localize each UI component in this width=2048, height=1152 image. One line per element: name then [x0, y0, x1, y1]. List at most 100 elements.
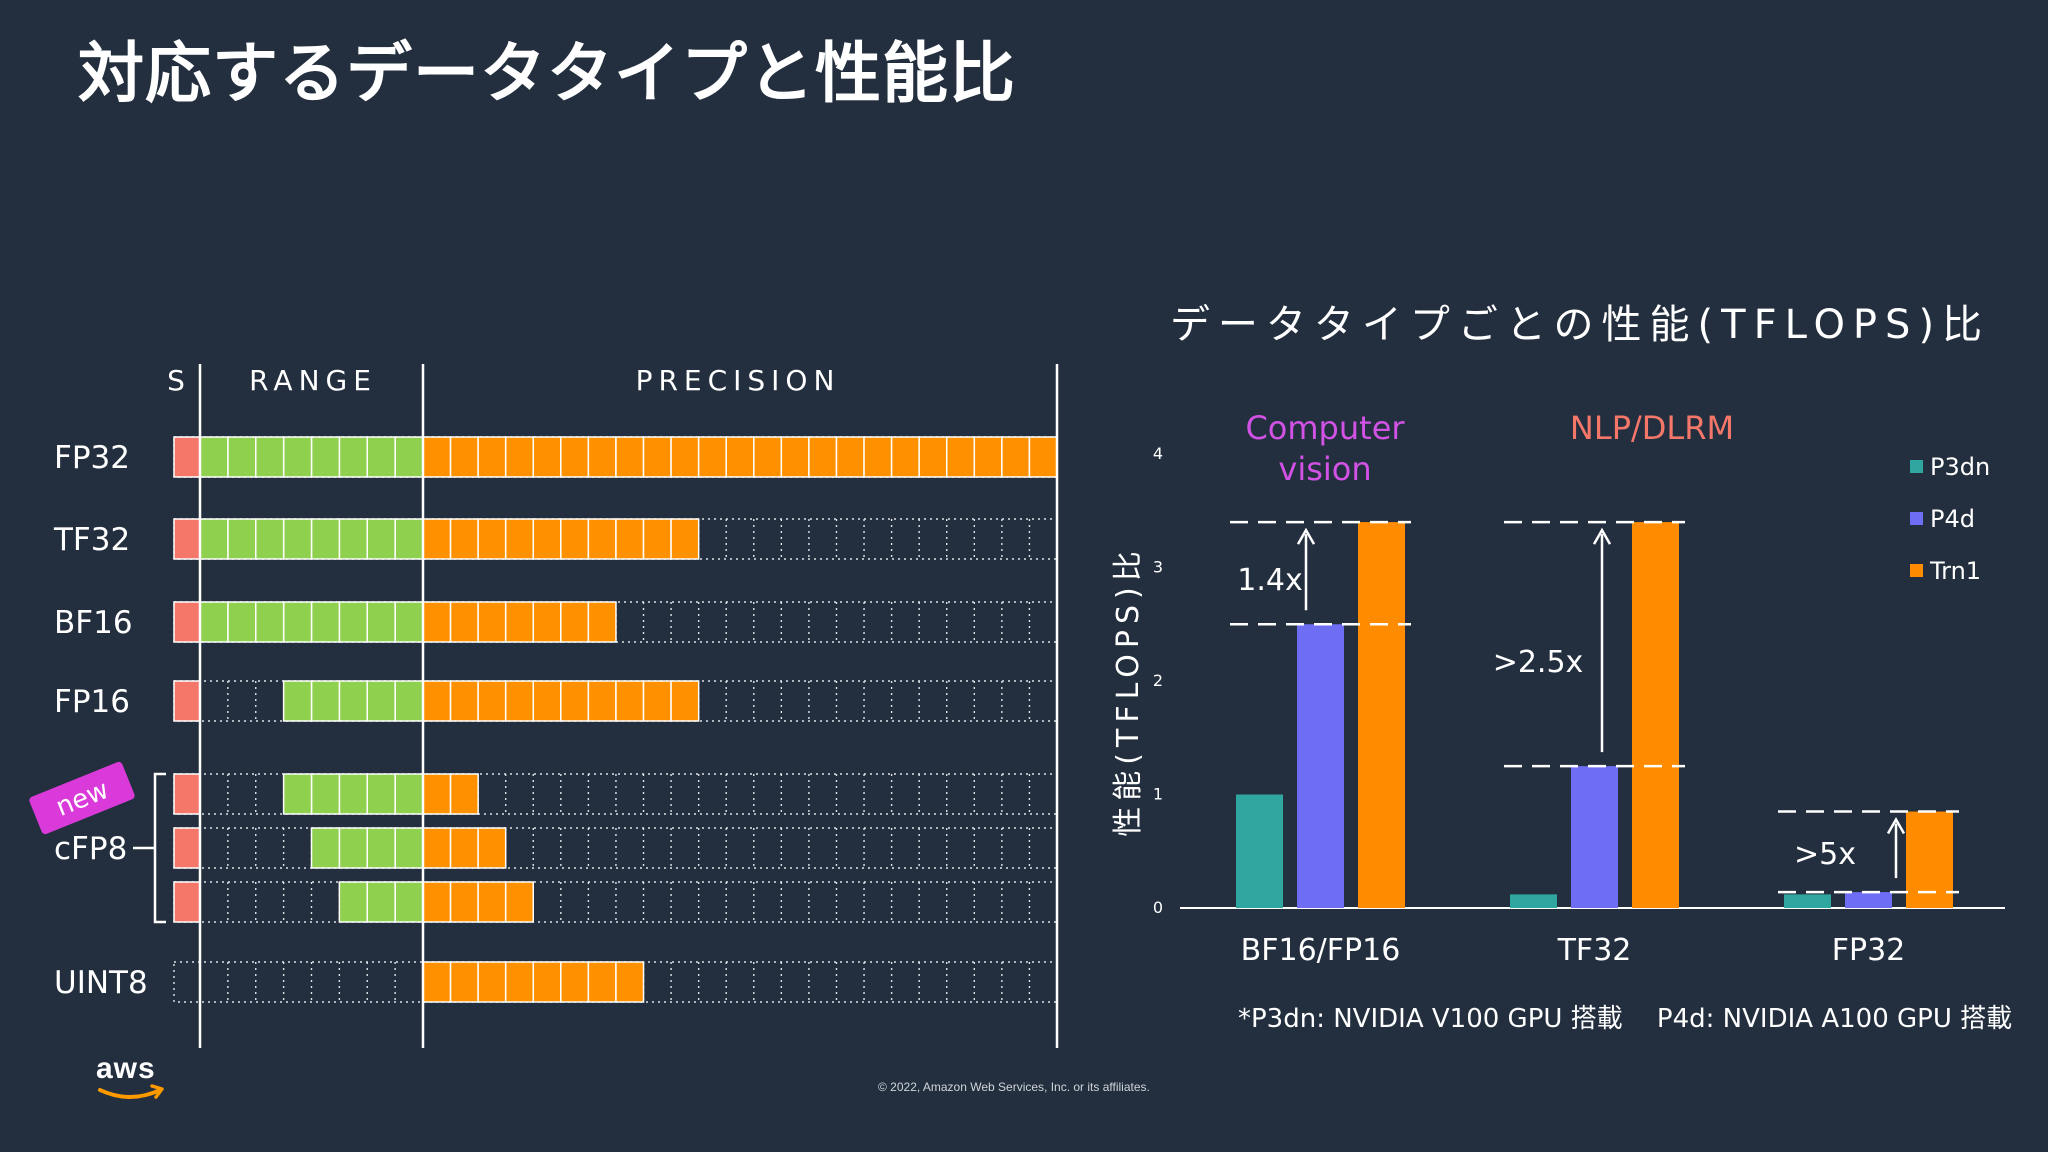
sign-bit: [173, 773, 201, 815]
bar-p3dn-2: [1784, 894, 1831, 908]
exponent-bit: [366, 773, 396, 815]
mantissa-bit: [587, 518, 617, 560]
x-tick-label: BF16/FP16: [1241, 933, 1401, 968]
mantissa-bit: [560, 680, 590, 722]
aws-logo: aws: [96, 1052, 166, 1108]
aws-logo-text: aws: [96, 1052, 156, 1085]
mantissa-bit: [642, 518, 672, 560]
data-type-bit-layout-diagram: S RANGE PRECISION FP32 TF32 BF16 FP16 cFP8 UINT8…: [29, 364, 1059, 1048]
increase-arrow-head: [1592, 527, 1612, 545]
mantissa-bit: [560, 961, 590, 1003]
header-precision: PRECISION: [636, 364, 841, 397]
sign-bit: [173, 436, 201, 478]
group-label-computer-vision: Computer: [1245, 409, 1405, 447]
sign-bit: [173, 601, 201, 643]
bar-trn1-2: [1906, 811, 1953, 908]
mantissa-bit: [477, 961, 507, 1003]
exponent-bit: [282, 680, 313, 722]
exponent-bit: [338, 827, 368, 869]
performance-bar-chart: データタイプごとの性能(TFLOPS)比性能(TFLOPS)比 0 1 2 3 4 BF16…: [1111, 302, 2005, 968]
mantissa-bit: [918, 436, 948, 478]
row-label-fp16: FP16: [54, 684, 130, 720]
legend-label-p4d: P4d: [1930, 505, 1975, 533]
ratio-annotation: 1.4x: [1237, 563, 1302, 598]
y-tick-label: 1: [1153, 785, 1163, 804]
sign-bit: [173, 680, 201, 722]
exponent-bit: [366, 601, 396, 643]
exponent-bit: [310, 601, 341, 643]
mantissa-bit: [477, 680, 507, 722]
bar-trn1-0: [1358, 522, 1405, 908]
mantissa-bit: [504, 436, 535, 478]
header-range: RANGE: [249, 364, 377, 397]
mantissa-bit: [560, 601, 590, 643]
mantissa-bit: [670, 680, 700, 722]
bar-p3dn-1: [1510, 894, 1557, 908]
row-label-tf32: TF32: [53, 522, 130, 558]
mantissa-bit: [504, 680, 535, 722]
new-badge-bg: [29, 761, 135, 835]
bar-trn1-1: [1632, 522, 1679, 908]
exponent-bit: [366, 881, 396, 923]
mantissa-bit: [504, 881, 535, 923]
mantissa-bit: [725, 436, 755, 478]
increase-arrow-head: [1886, 817, 1906, 835]
exponent-bit: [282, 601, 313, 643]
y-tick-label: 4: [1153, 444, 1163, 463]
empty-bits-outline: [173, 961, 1058, 1003]
mantissa-bit: [504, 601, 535, 643]
mantissa-bit: [587, 601, 617, 643]
mantissa-bit: [477, 827, 507, 869]
slide-title: 対応するデータタイプと性能比: [78, 35, 1016, 112]
mantissa-bit: [670, 518, 700, 560]
mantissa-bit: [532, 601, 562, 643]
mantissa-bit: [753, 436, 783, 478]
x-tick-label: FP32: [1832, 933, 1906, 968]
mantissa-bit: [945, 436, 976, 478]
mantissa-bit: [532, 436, 562, 478]
exponent-bit: [310, 827, 341, 869]
mantissa-bit: [477, 881, 507, 923]
x-tick-label: TF32: [1557, 933, 1632, 968]
row-label-bf16: BF16: [54, 605, 133, 641]
mantissa-bit: [890, 436, 920, 478]
mantissa-bit: [642, 436, 672, 478]
legend-swatch-p3dn: [1910, 460, 1923, 473]
chart-title: データタイプごとの性能(TFLOPS)比: [1170, 302, 1990, 348]
legend-swatch-p4d: [1910, 512, 1923, 525]
mantissa-bit: [615, 961, 645, 1003]
mantissa-bit: [449, 518, 479, 560]
exponent-bit: [338, 436, 368, 478]
legend-label-trn1: Trn1: [1929, 557, 1981, 585]
mantissa-bit: [1001, 436, 1031, 478]
exponent-bit: [255, 518, 285, 560]
exponent-bit: [282, 518, 313, 560]
exponent-bit: [255, 436, 285, 478]
mantissa-bit: [477, 436, 507, 478]
mantissa-bit: [587, 961, 617, 1003]
mantissa-bit: [422, 773, 452, 815]
mantissa-bit: [642, 680, 672, 722]
mantissa-bit: [532, 518, 562, 560]
exponent-bit: [366, 827, 396, 869]
copyright-text: © 2022, Amazon Web Services, Inc. or its…: [878, 1080, 1150, 1094]
y-axis-label: 性能(TFLOPS)比: [1111, 545, 1146, 836]
exponent-bit: [338, 773, 368, 815]
bar-p3dn-0: [1236, 794, 1283, 908]
legend-swatch-trn1: [1910, 564, 1923, 577]
mantissa-bit: [615, 680, 645, 722]
bar-p4d-2: [1845, 892, 1892, 908]
mantissa-bit: [504, 961, 535, 1003]
exponent-bit: [310, 680, 341, 722]
mantissa-bit: [477, 518, 507, 560]
mantissa-bit: [449, 773, 479, 815]
exponent-bit: [282, 773, 313, 815]
mantissa-bit: [449, 827, 479, 869]
gpu-footnote: *P3dn: NVIDIA V100 GPU 搭載 P4d: NVIDIA A1…: [1238, 1004, 2013, 1034]
ratio-annotation: >2.5x: [1493, 645, 1584, 680]
y-tick-label: 0: [1153, 898, 1163, 917]
row-label-uint8: UINT8: [54, 965, 148, 1001]
increase-arrow-head: [1296, 527, 1316, 545]
y-tick-label: 3: [1153, 558, 1163, 577]
mantissa-bit: [973, 436, 1003, 478]
